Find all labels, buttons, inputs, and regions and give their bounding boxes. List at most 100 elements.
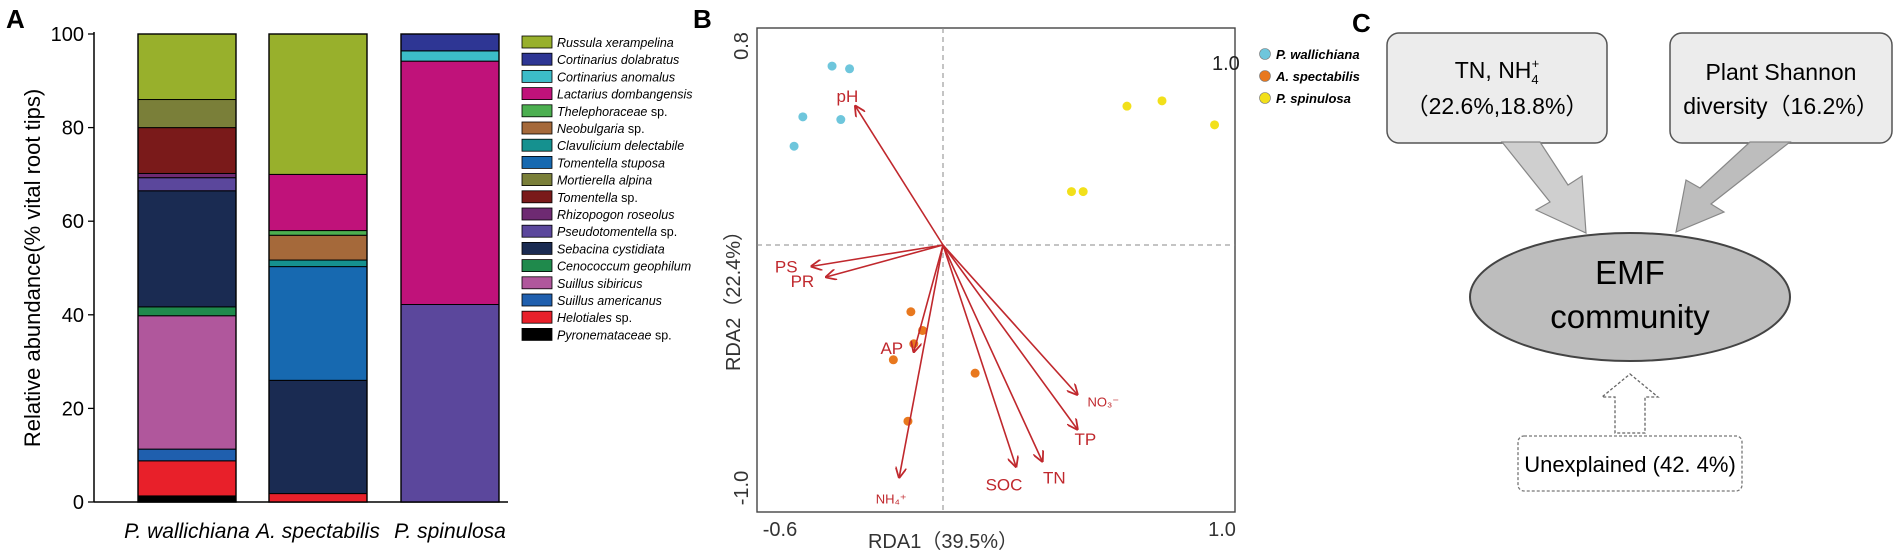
- legend-entry: Tomentella stuposa: [557, 156, 665, 170]
- point-p-wallichiana: [827, 61, 837, 71]
- panel-a-x-labels: P. wallichiana A. spectabilis P. spinulosa: [124, 520, 506, 543]
- vector-ps: [812, 244, 944, 266]
- legend-marker-a-spectabilis: [1259, 70, 1271, 82]
- tn-nh4-box-line2: （22.6%,18.8%）: [1406, 93, 1589, 119]
- vector-label-tn: TN: [1043, 468, 1066, 487]
- panel-a-axes: 0 20 40 60 80 100: [51, 24, 508, 514]
- legend-entry: Thelephoraceae sp.: [557, 105, 668, 119]
- point-p-wallichiana: [789, 141, 799, 151]
- legend-entry: Cenococcum geophilum: [557, 260, 691, 274]
- tn-nh4-box: [1386, 32, 1608, 144]
- legend-entry: Sebacina cystidiata: [557, 242, 665, 256]
- panel-a: A Relative abundance(% vital root tips) …: [6, 4, 693, 543]
- legend-swatch: [521, 293, 553, 307]
- panel-b-ylabel: RDA2（22.4%）: [722, 221, 745, 371]
- legend-entry: Pseudotomentella sp.: [557, 225, 677, 239]
- bar-segment-neobulgaria-sp-1: [268, 234, 368, 261]
- vector-label-ps: PS: [775, 257, 798, 276]
- panel-b-y-tick-label: -1.0: [731, 471, 753, 505]
- bar-segment-clavulicium-delectabile-1: [268, 259, 368, 268]
- bar-segment-mortierella-alpina-0: [137, 99, 237, 129]
- vector-label-pr: PR: [791, 272, 815, 291]
- point-a-spectabilis: [970, 368, 980, 378]
- panel-a-legend: Russula xerampelina Cortinarius dolabratu…: [521, 35, 693, 342]
- vector-tp: [942, 244, 1077, 429]
- panel-b-frame: [756, 27, 1236, 513]
- bar-outline-0: [137, 33, 237, 503]
- legend-swatch: [521, 121, 553, 135]
- tn-nh4-box-line1: TN, NH4+: [1455, 56, 1540, 87]
- bar-segment-rhizopogon-roseolus-0: [137, 172, 237, 179]
- bar-segment-sebacina-cystidiata-1: [268, 379, 368, 495]
- panel-b-x-tick-label: -0.6: [763, 519, 797, 541]
- plant-shannon-box-line2: diversity（16.2%）: [1683, 93, 1879, 119]
- legend-swatch: [521, 327, 553, 341]
- plant-shannon-box-line1: Plant Shannon: [1706, 59, 1857, 85]
- legend-swatch: [521, 138, 553, 152]
- legend-entry: Mortierella alpina: [557, 174, 652, 188]
- bar-segment-cortinarius-dolabratus-2: [400, 33, 500, 52]
- bar-segment-sebacina-cystidiata-0: [137, 190, 237, 308]
- bar-segment-helotiales-sp-0: [137, 460, 237, 497]
- panel-b-legend: P. wallichiana A. spectabilis P. spinulosa: [1259, 47, 1360, 106]
- vector-nh4: [899, 244, 944, 477]
- bar-segment-helotiales-sp-1: [268, 493, 368, 503]
- point-p-spinulosa: [1157, 96, 1167, 106]
- legend-label-p-spinulosa: P. spinulosa: [1276, 91, 1351, 106]
- panel-b-label: B: [693, 4, 712, 34]
- legend-entry: Suillus americanus: [557, 294, 662, 308]
- arrow-from-unexplained: [1600, 373, 1660, 434]
- point-p-spinulosa: [1066, 187, 1076, 197]
- panel-a-y-tick-label: 80: [62, 118, 84, 140]
- bar-segment-thelephoraceae-sp-1: [268, 230, 368, 236]
- bar-segment-pyronemataceae-sp-0: [137, 495, 237, 503]
- legend-swatch: [521, 52, 553, 66]
- legend-entry: Neobulgaria sp.: [557, 122, 645, 136]
- point-p-wallichiana: [836, 115, 846, 125]
- legend-entry: Helotiales sp.: [557, 311, 632, 325]
- point-p-spinulosa: [1078, 187, 1088, 197]
- panel-a-y-tick-label: 60: [62, 211, 84, 233]
- panel-a-y-tick-label: 100: [51, 24, 84, 46]
- vector-no3: [942, 244, 1077, 395]
- legend-entry: Lactarius dombangensis: [557, 88, 693, 102]
- bar-segment-tomentella-sp-0: [137, 127, 237, 174]
- vector-label-soc: SOC: [986, 476, 1023, 495]
- vector-label-ap: AP: [880, 339, 903, 358]
- unexplained-box: [1517, 435, 1743, 492]
- panel-a-label: A: [6, 4, 25, 34]
- legend-swatch: [521, 35, 553, 49]
- legend-entry: Cortinarius dolabratus: [557, 53, 679, 67]
- legend-swatch: [521, 259, 553, 273]
- panel-a-ylabel: Relative abundance(% vital root tips): [20, 89, 45, 447]
- legend-swatch: [521, 224, 553, 238]
- vector-label-no3: NO₃⁻: [1087, 395, 1119, 410]
- vector-label-nh4: NH₄⁺: [876, 491, 907, 506]
- bar-segment-russula-xerampelina-0: [137, 33, 237, 101]
- vector-ap: [914, 244, 944, 352]
- legend-entry: Cortinarius anomalus: [557, 70, 675, 84]
- unexplained-label: Unexplained (42. 4%): [1524, 452, 1736, 477]
- legend-swatch: [521, 207, 553, 221]
- bar-segment-suillus-sibiricus-0: [137, 315, 237, 450]
- point-p-spinulosa: [1210, 120, 1220, 130]
- arrow-from-tn-nh4: [1500, 141, 1587, 234]
- panel-b-y-tick-label: 0.8: [731, 32, 753, 60]
- point-a-spectabilis: [906, 307, 916, 317]
- legend-entry: Clavulicium delectabile: [557, 139, 684, 153]
- legend-swatch: [521, 155, 553, 169]
- emf-community-ellipse: [1469, 232, 1791, 362]
- emf-community-line1: EMF: [1595, 254, 1665, 291]
- panel-b-corner-label: 1.0: [1212, 53, 1240, 75]
- point-p-wallichiana: [798, 112, 808, 122]
- legend-entry: Suillus sibiricus: [557, 277, 642, 291]
- bar-segment-lactarius-dombangensis-2: [400, 60, 500, 306]
- legend-entry: Tomentella sp.: [557, 191, 638, 205]
- legend-swatch: [521, 190, 553, 204]
- legend-marker-p-spinulosa: [1259, 92, 1271, 104]
- panel-b-xlabel: RDA1（39.5%）: [868, 530, 1018, 553]
- point-p-wallichiana: [845, 64, 855, 74]
- legend-label-a-spectabilis: A. spectabilis: [1275, 69, 1360, 84]
- bar-segment-suillus-americanus-0: [137, 448, 237, 462]
